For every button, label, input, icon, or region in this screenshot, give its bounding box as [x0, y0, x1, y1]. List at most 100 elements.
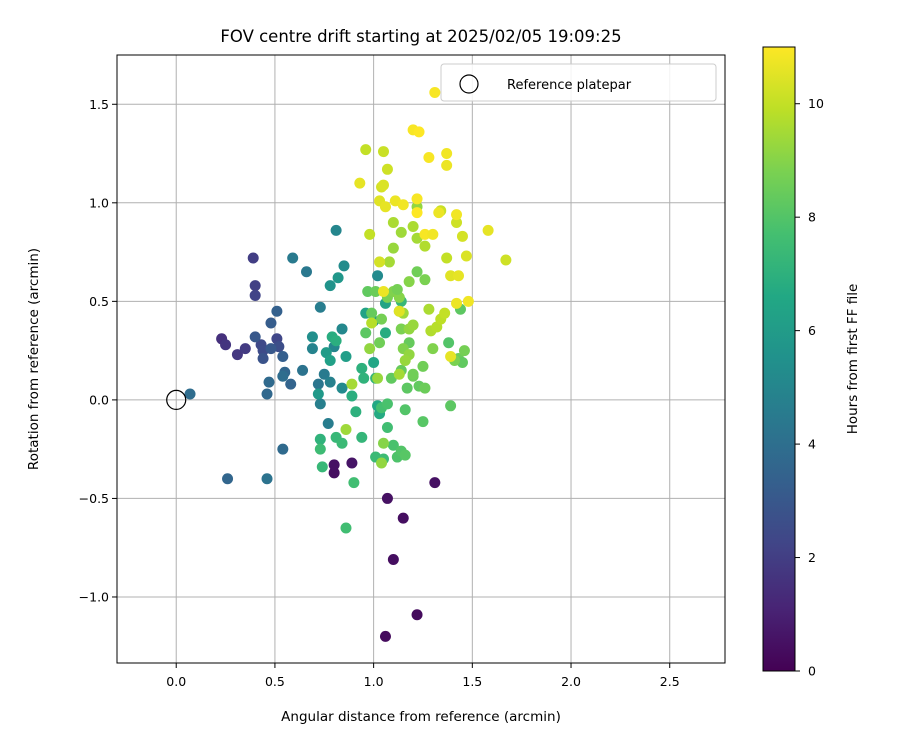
- x-tick-label: 2.5: [660, 674, 680, 689]
- data-point: [324, 354, 336, 366]
- x-tick-label: 0.5: [265, 674, 285, 689]
- grid-lines: [117, 55, 725, 663]
- data-point: [427, 228, 439, 240]
- x-axis-ticks: 0.0 0.5 1.0 1.5 2.0 2.5: [166, 663, 680, 689]
- data-point: [423, 303, 435, 315]
- data-point: [407, 319, 419, 331]
- data-point: [366, 317, 378, 329]
- data-point: [441, 159, 453, 171]
- data-point: [387, 242, 399, 254]
- data-point: [399, 354, 411, 366]
- data-point: [265, 343, 277, 355]
- data-point: [314, 301, 326, 313]
- data-point: [372, 270, 384, 282]
- data-point: [451, 217, 463, 229]
- data-point: [249, 280, 261, 292]
- x-tick-label: 2.0: [561, 674, 581, 689]
- data-point: [439, 307, 451, 319]
- data-point: [393, 305, 405, 317]
- y-axis-label: Rotation from reference (arcmin): [26, 248, 42, 470]
- data-point: [247, 252, 259, 264]
- data-point: [441, 252, 453, 264]
- data-point: [377, 146, 389, 158]
- data-point: [220, 339, 232, 351]
- data-point: [285, 378, 297, 390]
- data-point: [411, 193, 423, 205]
- data-point: [340, 423, 352, 435]
- colorbar-label: Hours from first FF file: [845, 284, 861, 435]
- data-point: [312, 388, 324, 400]
- y-tick-label: −0.5: [79, 491, 109, 506]
- data-point: [263, 376, 275, 388]
- data-point: [316, 461, 328, 473]
- data-point: [403, 276, 415, 288]
- data-point: [377, 179, 389, 191]
- data-point: [407, 368, 419, 380]
- data-point: [374, 256, 386, 268]
- data-point: [360, 144, 372, 156]
- data-point: [249, 331, 261, 343]
- data-point: [364, 343, 376, 355]
- legend-marker-reference-platepar: [459, 74, 479, 94]
- x-tick-label: 1.5: [462, 674, 482, 689]
- data-point: [379, 327, 391, 339]
- data-point: [350, 406, 362, 418]
- data-point: [249, 289, 261, 301]
- data-point: [379, 630, 391, 642]
- data-points: [184, 86, 512, 642]
- data-point: [500, 254, 512, 266]
- data-point: [271, 305, 283, 317]
- data-point: [441, 148, 453, 160]
- data-point: [340, 351, 352, 363]
- data-point: [387, 439, 399, 451]
- x-tick-label: 0.0: [166, 674, 186, 689]
- data-point: [381, 398, 393, 410]
- data-point: [377, 437, 389, 449]
- data-point: [338, 260, 350, 272]
- data-point: [306, 343, 318, 355]
- data-point: [482, 224, 494, 236]
- data-point: [401, 382, 413, 394]
- colorbar-ticks: 0 2 4 6 8 10: [795, 96, 824, 679]
- data-point: [330, 335, 342, 347]
- data-point: [261, 388, 273, 400]
- data-point: [453, 270, 465, 282]
- data-point: [427, 343, 439, 355]
- data-point: [301, 266, 313, 278]
- data-point: [336, 437, 348, 449]
- colorbar-gradient: [763, 47, 795, 671]
- data-point: [393, 368, 405, 380]
- data-point: [451, 209, 463, 221]
- data-point: [346, 378, 358, 390]
- data-point: [336, 382, 348, 394]
- data-point: [429, 86, 441, 98]
- data-point: [462, 295, 474, 307]
- data-point: [397, 512, 409, 524]
- data-point: [460, 250, 472, 262]
- data-point: [445, 351, 457, 363]
- data-point: [451, 297, 463, 309]
- data-point: [354, 177, 366, 189]
- data-point: [419, 228, 431, 240]
- data-point: [445, 270, 457, 282]
- data-point: [332, 272, 344, 284]
- data-point: [417, 360, 429, 372]
- data-point: [411, 207, 423, 219]
- data-point: [356, 431, 368, 443]
- y-tick-label: −1.0: [79, 589, 109, 604]
- reference-point: [166, 389, 187, 410]
- data-point: [324, 280, 336, 292]
- legend-box: [440, 63, 717, 102]
- data-point: [381, 492, 393, 504]
- data-point: [429, 477, 441, 489]
- data-point: [376, 313, 388, 325]
- colorbar-tick-label: 8: [808, 210, 816, 225]
- data-point: [445, 400, 457, 412]
- data-point: [340, 522, 352, 534]
- data-point: [346, 390, 358, 402]
- data-point: [391, 284, 403, 296]
- y-tick-label: 0.0: [89, 392, 109, 407]
- data-point: [458, 345, 470, 357]
- data-point: [411, 266, 423, 278]
- data-point: [419, 240, 431, 252]
